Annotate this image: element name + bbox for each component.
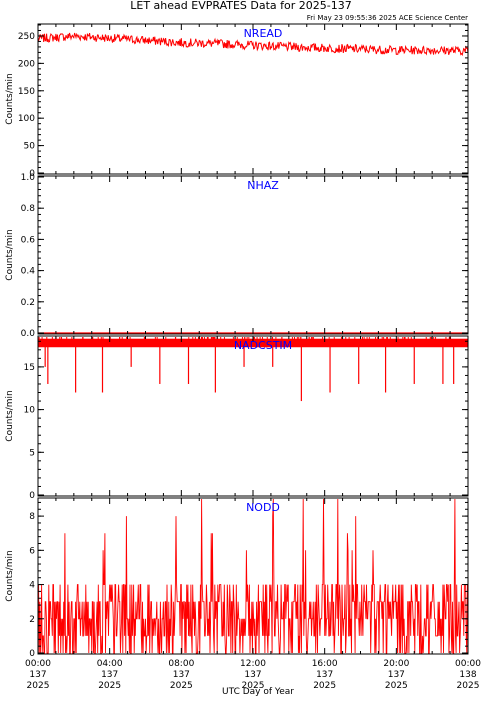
x-tick-label-doy: 137 (101, 670, 118, 680)
y-tick-label: 0 (29, 169, 35, 179)
y-tick-label: 0.4 (21, 267, 36, 277)
nadcstim-baseline-band (38, 338, 468, 348)
y-tick-label: 50 (24, 142, 36, 152)
y-axis-label: Counts/min (5, 229, 15, 280)
panel-nread: 0 50 100 150 200 250 Counts/min NREAD (5, 23, 469, 179)
series-nadcstim (38, 337, 468, 402)
y-tick-label: 5 (29, 448, 35, 458)
x-tick-label-year: 2025 (170, 681, 193, 691)
y-tick-label: 0.2 (21, 298, 35, 308)
x-tick-label-doy: 137 (29, 670, 46, 680)
y-tick-label: 10 (24, 406, 36, 416)
y-tick-label: 15 (24, 363, 35, 373)
x-tick-label-time: 16:00 (312, 659, 338, 669)
y-tick-label: 100 (18, 114, 35, 124)
x-tick-label-year: 2025 (385, 681, 408, 691)
x-tick-label-time: 00:00 (455, 659, 481, 669)
x-tick-label-doy: 137 (316, 670, 333, 680)
x-tick-label-time: 20:00 (383, 659, 409, 669)
series-nread (38, 32, 468, 57)
y-tick-label: 0.0 (21, 329, 36, 339)
x-tick-label-year: 2025 (242, 681, 265, 691)
y-tick-label: 200 (18, 59, 35, 69)
y-tick-label: 250 (18, 32, 35, 42)
x-tick-label-year: 2025 (313, 681, 336, 691)
panel-nhaz: 0.0 0.2 0.4 0.6 0.8 1.0 Counts/min NHAZ (5, 173, 469, 339)
x-tick-label-year: 2025 (98, 681, 121, 691)
y-tick-label: 0.8 (21, 204, 36, 214)
x-tick-label-doy: 137 (388, 670, 405, 680)
x-tick-label-doy: 137 (244, 670, 261, 680)
panel-label-nhaz: NHAZ (247, 179, 279, 192)
x-tick-label-doy: 138 (459, 670, 476, 680)
x-tick-label-time: 00:00 (25, 659, 51, 669)
nodd-series-line (38, 498, 468, 654)
y-tick-label: 150 (18, 87, 35, 97)
y-axis-label: Counts/min (5, 550, 15, 601)
x-tick-label-year: 2025 (457, 681, 480, 691)
x-axis-label: UTC Day of Year (222, 687, 294, 697)
panel-label-nread: NREAD (244, 27, 283, 40)
x-tick-label-time: 04:00 (97, 659, 123, 669)
y-tick-label: 4 (29, 581, 35, 591)
y-tick-label: 8 (29, 512, 35, 522)
panel-frame (37, 175, 469, 335)
y-tick-label: 6 (29, 546, 35, 556)
panel-label-nadcstim: NADCSTIM (234, 339, 292, 352)
x-tick-label-year: 2025 (27, 681, 50, 691)
series-nodd (38, 498, 468, 654)
y-axis-label: Counts/min (5, 390, 15, 441)
chart-timestamp: Fri May 23 09:55:36 2025 ACE Science Cen… (307, 14, 468, 22)
chart-title: LET ahead EVPRATES Data for 2025-137 (130, 0, 351, 12)
y-tick-label: 1.0 (21, 173, 36, 183)
x-tick-label-doy: 137 (173, 670, 190, 680)
y-tick-label: 0 (29, 649, 35, 659)
y-axis-label: Counts/min (5, 73, 15, 124)
y-tick-label: 0.6 (21, 235, 36, 245)
panels: 050100150200250Counts/minNREAD0.00.20.40… (5, 23, 481, 691)
nread-series-line (38, 32, 468, 57)
y-tick-label: 2 (29, 615, 35, 625)
x-tick-label-time: 08:00 (168, 659, 194, 669)
panel-nadcstim: 0 5 10 15 Counts/min NADCSTIM (5, 335, 469, 501)
panel-nodd: 0 2 4 6 8 Counts/min NODD (5, 497, 469, 659)
x-tick-label-time: 12:00 (240, 659, 266, 669)
panel-label-nodd: NODD (246, 501, 280, 514)
y-tick-label: 0 (29, 491, 35, 501)
